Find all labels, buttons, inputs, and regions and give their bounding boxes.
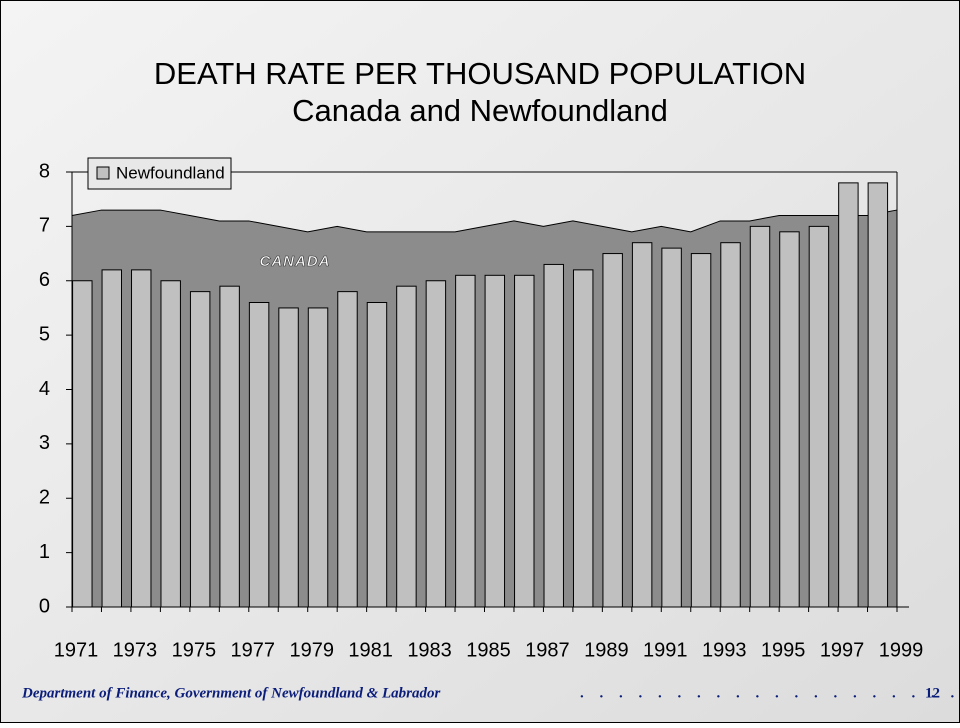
- x-tick-label: 1999: [879, 639, 924, 661]
- bar: [572, 269, 594, 608]
- y-tick-label: 5: [39, 323, 50, 345]
- x-tick-label: 1995: [761, 639, 806, 661]
- legend-label: Newfoundland: [116, 163, 225, 182]
- bar: [720, 242, 741, 608]
- bar: [455, 274, 476, 608]
- x-tick-label: 1977: [231, 639, 276, 661]
- bar: [425, 280, 447, 608]
- x-tick-label: 1993: [702, 639, 747, 661]
- bar: [484, 274, 506, 608]
- chart-subtitle: Canada and Newfoundland: [292, 93, 668, 128]
- y-tick-label: 8: [39, 160, 50, 182]
- bar: [779, 231, 800, 608]
- x-tick-label: 1989: [584, 639, 629, 661]
- x-tick-label: 1985: [466, 639, 511, 661]
- y-tick-label: 6: [39, 269, 50, 291]
- x-tick-label: 1983: [407, 639, 452, 661]
- bar: [514, 274, 535, 608]
- footer-text: Department of Finance, Government of New…: [21, 685, 441, 701]
- bar: [631, 242, 653, 608]
- x-tick-label: 1987: [525, 639, 570, 661]
- y-tick-label: 1: [39, 541, 50, 563]
- y-tick-label: 4: [39, 378, 50, 400]
- bar: [366, 302, 388, 608]
- plot: 0 1 2 3 4 5 6 7 8 1971 1973 1975 1977 1979 1981 1983 198…: [39, 157, 924, 661]
- bar: [867, 182, 889, 608]
- x-tick-label: 1973: [113, 639, 158, 661]
- legend-swatch: [96, 166, 110, 180]
- bar: [278, 307, 299, 608]
- footer-dots: . . . . . . . . . . . . . . . . . . . . …: [580, 685, 960, 701]
- bar: [838, 182, 859, 608]
- bar: [101, 269, 123, 608]
- bar: [690, 253, 712, 608]
- x-tick-label: 1971: [54, 639, 99, 661]
- chart-title: DEATH RATE PER THOUSAND POPULATION: [154, 56, 806, 91]
- x-tick-label: 1979: [289, 639, 334, 661]
- bar: [72, 280, 93, 608]
- area-label: CANADA: [260, 253, 331, 270]
- bar: [543, 263, 564, 608]
- bar: [337, 291, 358, 608]
- bar: [808, 225, 830, 608]
- area: [71, 209, 898, 608]
- legend-box: [87, 157, 232, 190]
- y-tick-label: 2: [39, 487, 50, 509]
- bar: [248, 302, 270, 608]
- x-tick-label: 1981: [348, 639, 393, 661]
- bar: [396, 285, 417, 608]
- x-tick-label: 1975: [172, 639, 217, 661]
- bar: [749, 225, 771, 608]
- bar: [160, 280, 181, 608]
- bar: [219, 285, 240, 608]
- bar: [189, 291, 211, 608]
- bar: [602, 253, 623, 608]
- y-tick-label: 3: [39, 432, 50, 454]
- y-tick-label: 0: [39, 595, 50, 617]
- x-tick-label: 1997: [820, 639, 865, 661]
- bar: [131, 269, 152, 608]
- page-number: 12: [925, 685, 940, 701]
- x-tick-label: 1991: [643, 639, 688, 661]
- y-tick-label: 7: [39, 215, 50, 237]
- bar: [307, 307, 329, 608]
- bar: [661, 247, 682, 608]
